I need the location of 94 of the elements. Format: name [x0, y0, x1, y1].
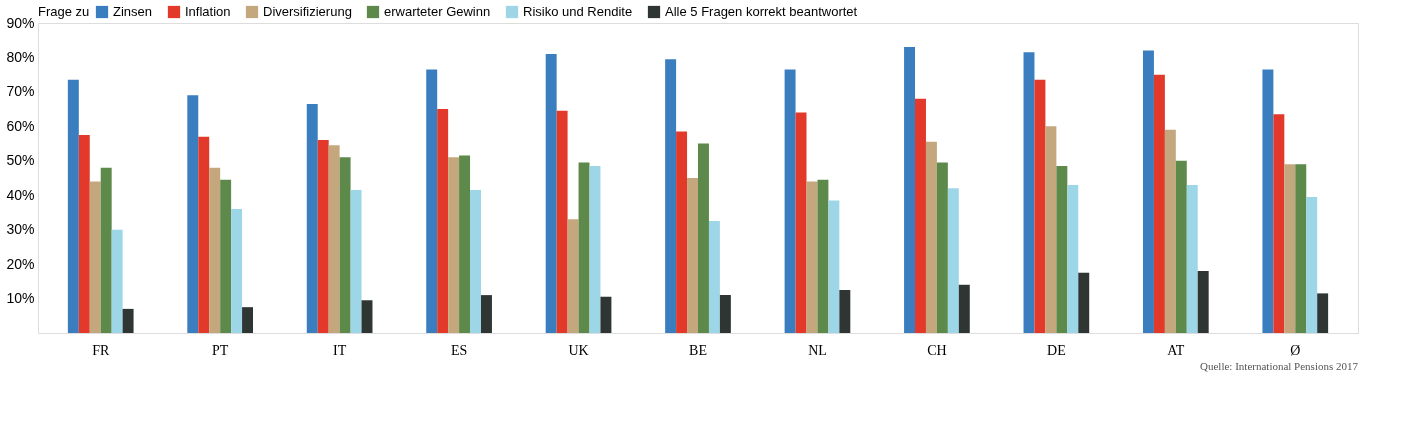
x-tick-label: PT: [212, 342, 229, 358]
x-tick-label: BE: [689, 342, 707, 358]
bar: [1164, 129, 1176, 333]
bar: [317, 140, 329, 333]
bar: [470, 190, 481, 333]
bar: [426, 69, 438, 333]
x-tick-label: DE: [1047, 342, 1066, 358]
bar: [187, 95, 199, 333]
bar: [828, 200, 840, 333]
bar: [947, 188, 959, 333]
y-tick-label: 40%: [6, 186, 35, 203]
source-note: Quelle: International Pensions 2017: [1200, 360, 1359, 372]
x-tick-label: IT: [333, 342, 347, 358]
legend-label: Alle 5 Fragen korrekt beantwortet: [665, 4, 858, 19]
bar: [1153, 74, 1165, 333]
bar: [936, 162, 948, 333]
bar: [676, 131, 688, 333]
bar: [1284, 164, 1296, 333]
bar: [1317, 293, 1329, 333]
y-tick-label: 90%: [6, 14, 35, 31]
bar: [1056, 165, 1068, 333]
bar: [784, 69, 796, 333]
bar: [1306, 196, 1318, 333]
bar: [1067, 184, 1079, 333]
legend-label: Inflation: [185, 4, 231, 19]
bar: [817, 179, 829, 333]
bar: [122, 308, 134, 333]
bar: [719, 295, 731, 333]
bar: [665, 59, 677, 333]
bar: [1045, 126, 1057, 333]
bar: [198, 136, 210, 333]
bar: [100, 167, 112, 333]
bar: [687, 178, 698, 333]
bar: [1078, 272, 1090, 333]
bar: [795, 112, 807, 333]
bar: [111, 229, 123, 333]
bar: [578, 162, 590, 333]
bar: [361, 300, 373, 333]
y-tick-label: 50%: [6, 152, 35, 169]
bar: [328, 145, 340, 333]
x-tick-label: CH: [927, 342, 947, 358]
bar: [1023, 52, 1035, 333]
bar: [448, 157, 460, 333]
bar: [1186, 184, 1198, 333]
bar: [698, 143, 709, 333]
bar: [600, 296, 612, 333]
x-tick-label: ES: [450, 342, 468, 358]
legend-label: erwarteter Gewinn: [384, 4, 491, 19]
legend-label: Risiko und Rendite: [523, 4, 633, 19]
x-tick-label: NL: [808, 342, 827, 358]
bar: [708, 221, 720, 333]
bar: [67, 79, 79, 333]
bar: [925, 141, 937, 333]
bar: [78, 134, 90, 333]
legend-title: Frage zu: [38, 4, 90, 19]
bar: [958, 284, 970, 333]
bar: [459, 155, 471, 333]
x-tick-label: Ø: [1290, 342, 1301, 358]
y-tick-label: 10%: [6, 290, 35, 307]
y-tick-label: 70%: [6, 83, 35, 100]
bar: [1295, 164, 1307, 333]
bar: [350, 190, 362, 333]
bar: [1142, 50, 1154, 333]
bar: [567, 219, 579, 333]
bar: [839, 289, 851, 333]
bar: [1273, 114, 1285, 333]
bar: [556, 110, 568, 333]
bar: [1034, 79, 1046, 333]
bar: [904, 47, 916, 333]
bar: [339, 157, 351, 333]
bar: [1262, 69, 1274, 333]
bar: [242, 307, 254, 333]
bar: [231, 209, 243, 333]
x-tick-label: FR: [92, 342, 110, 358]
bar: [1175, 160, 1187, 333]
bar: [915, 98, 926, 333]
legend-label: Zinsen: [113, 4, 153, 19]
x-tick-label: AT: [1167, 342, 1185, 358]
bar: [480, 295, 492, 333]
bar: [89, 181, 101, 333]
bar: [1197, 271, 1209, 333]
legend-label: Diversifizierung: [263, 4, 352, 19]
y-tick-label: 80%: [6, 48, 35, 65]
bar: [220, 179, 232, 333]
x-tick-label: UK: [568, 342, 589, 358]
bar: [589, 165, 601, 333]
y-tick-label: 20%: [6, 255, 35, 272]
bar: [437, 109, 449, 333]
bar: [806, 181, 818, 333]
y-tick-label: 60%: [6, 117, 35, 134]
bar: [306, 103, 318, 333]
bar: [209, 167, 221, 333]
bar: [545, 54, 557, 333]
y-tick-label: 30%: [6, 221, 35, 238]
